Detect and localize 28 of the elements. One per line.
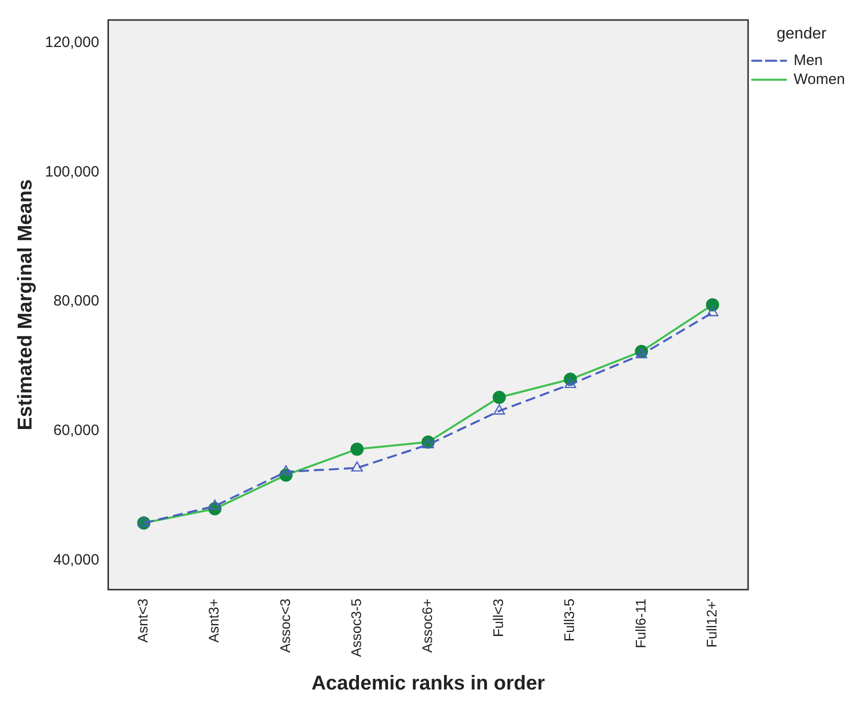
- point: [351, 461, 363, 472]
- legend-label: Men: [794, 52, 823, 69]
- x-tick-label: Full<3: [490, 598, 506, 638]
- x-tick-label: Asnt3+: [206, 598, 222, 643]
- x-tick-label: Full12+': [703, 598, 720, 648]
- point: [422, 438, 434, 448]
- x-tick-label: Assoc<3: [276, 598, 293, 653]
- point: [706, 306, 718, 316]
- legend-label: Women: [794, 70, 846, 88]
- point: [493, 404, 506, 415]
- y-axis-title: Estimated Marginal Means: [14, 179, 37, 430]
- point: [564, 378, 576, 388]
- x-tick-label: Assoc6+: [419, 598, 436, 653]
- x-tick-label: Assoc3-5: [348, 598, 364, 657]
- y-tick-label: 40,000: [53, 552, 100, 569]
- point: [636, 348, 648, 358]
- y-tick-label: 120,000: [44, 34, 100, 51]
- legend-title: gender: [776, 25, 828, 42]
- x-tick-label: Asnt<3: [134, 598, 151, 643]
- x-axis-title: Academic ranks in order: [311, 672, 546, 695]
- x-tick-label: Full6-11: [632, 598, 648, 648]
- point: [209, 500, 221, 510]
- y-tick-label: 100,000: [44, 163, 100, 180]
- point: [280, 465, 292, 476]
- x-tick-label: Full3-5: [561, 598, 578, 642]
- y-tick-label: 60,000: [53, 422, 100, 440]
- y-tick-label: 80,000: [53, 292, 100, 310]
- point: [138, 516, 150, 527]
